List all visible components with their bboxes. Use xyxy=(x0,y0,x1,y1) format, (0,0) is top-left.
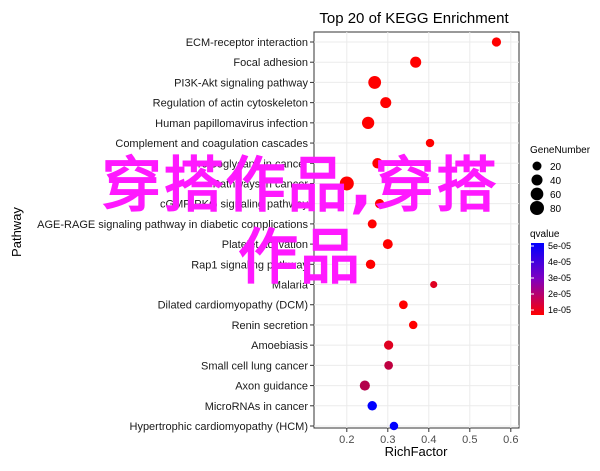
pathway-label: Rap1 signaling pathway xyxy=(191,259,308,271)
pathway-label: Amoebiasis xyxy=(251,340,308,352)
pathway-label: ECM-receptor interaction xyxy=(186,37,308,49)
enrichment-point xyxy=(399,300,408,310)
size-legend-label: 40 xyxy=(550,176,562,187)
pathway-label: Focal adhesion xyxy=(233,57,308,69)
pathway-label: Malaria xyxy=(272,280,309,292)
pathway-label: cGMP-PKG signaling pathway xyxy=(160,199,308,211)
enrichment-point xyxy=(368,76,382,89)
enrichment-point xyxy=(365,259,376,270)
size-legend-dot xyxy=(530,187,544,201)
pathway-label: PI3K-Akt signaling pathway xyxy=(174,77,308,89)
chart-title: Top 20 of KEGG Enrichment xyxy=(319,10,509,27)
pathway-label: Regulation of actin cytoskeleton xyxy=(153,98,308,110)
pathway-label: MicroRNAs in cancer xyxy=(205,401,309,413)
color-legend-title: qvalue xyxy=(530,229,560,240)
x-tick-label: 0.2 xyxy=(339,434,354,446)
enrichment-point xyxy=(339,176,354,191)
pathway-label: Renin secretion xyxy=(232,320,308,332)
pathway-label: AGE-RAGE signaling pathway in diabetic c… xyxy=(37,219,308,231)
colorbar-label: 2e-05 xyxy=(548,289,571,299)
enrichment-point xyxy=(367,401,377,411)
pathway-label: Proteoglycans in cancer xyxy=(191,158,309,170)
pathway-label: Hypertrophic cardiomyopathy (HCM) xyxy=(130,421,309,433)
enrichment-point xyxy=(410,56,422,68)
x-tick-label: 0.4 xyxy=(421,434,436,446)
color-legend: qvalue 5e-05 4e-05 3e-05 2e-05 1e-05 xyxy=(530,229,571,315)
pathway-label: Axon guidance xyxy=(235,381,308,393)
enrichment-point xyxy=(359,380,370,391)
x-tick-label: 0.5 xyxy=(462,434,477,446)
enrichment-point xyxy=(367,219,377,229)
enrichment-point xyxy=(430,280,438,289)
enrichment-point xyxy=(374,199,385,209)
enrichment-point xyxy=(491,37,502,47)
y-axis-label: Pathway xyxy=(9,207,24,257)
size-legend-label: 60 xyxy=(550,190,562,201)
size-legend-dot xyxy=(532,161,542,171)
size-legend-dot xyxy=(530,201,544,215)
enrichment-point xyxy=(389,421,399,431)
plot-panel xyxy=(313,31,520,429)
enrichment-point xyxy=(382,239,393,250)
size-legend-label: 80 xyxy=(550,204,562,215)
x-tick-label: 0.6 xyxy=(503,434,518,446)
colorbar-label: 4e-05 xyxy=(548,257,571,267)
size-legend: GeneNumber 20 40 60 80 xyxy=(530,145,591,215)
pathway-label: Pathways in cancer xyxy=(213,178,309,190)
x-tick-label: 0.3 xyxy=(380,434,395,446)
colorbar-label: 3e-05 xyxy=(548,273,571,283)
pathway-label: Platelet activation xyxy=(222,239,308,251)
pathway-label: Dilated cardiomyopathy (DCM) xyxy=(158,300,308,312)
x-axis-label: RichFactor xyxy=(385,444,449,459)
size-legend-dot xyxy=(531,174,543,186)
enrichment-point xyxy=(384,360,393,370)
enrichment-point xyxy=(361,116,375,129)
qvalue-colorbar xyxy=(531,243,544,315)
size-legend-label: 20 xyxy=(550,162,562,173)
enrichment-point xyxy=(372,158,383,169)
colorbar-label: 5e-05 xyxy=(548,241,571,251)
enrichment-point xyxy=(383,340,394,350)
pathway-label: Small cell lung cancer xyxy=(201,360,308,372)
colorbar-label: 1e-05 xyxy=(548,305,571,315)
enrichment-point xyxy=(425,138,435,148)
enrichment-point xyxy=(380,97,392,109)
pathway-label: Complement and coagulation cascades xyxy=(115,138,308,150)
size-legend-title: GeneNumber xyxy=(530,145,591,156)
enrichment-point xyxy=(408,320,418,330)
pathway-label: Human papillomavirus infection xyxy=(155,118,308,130)
